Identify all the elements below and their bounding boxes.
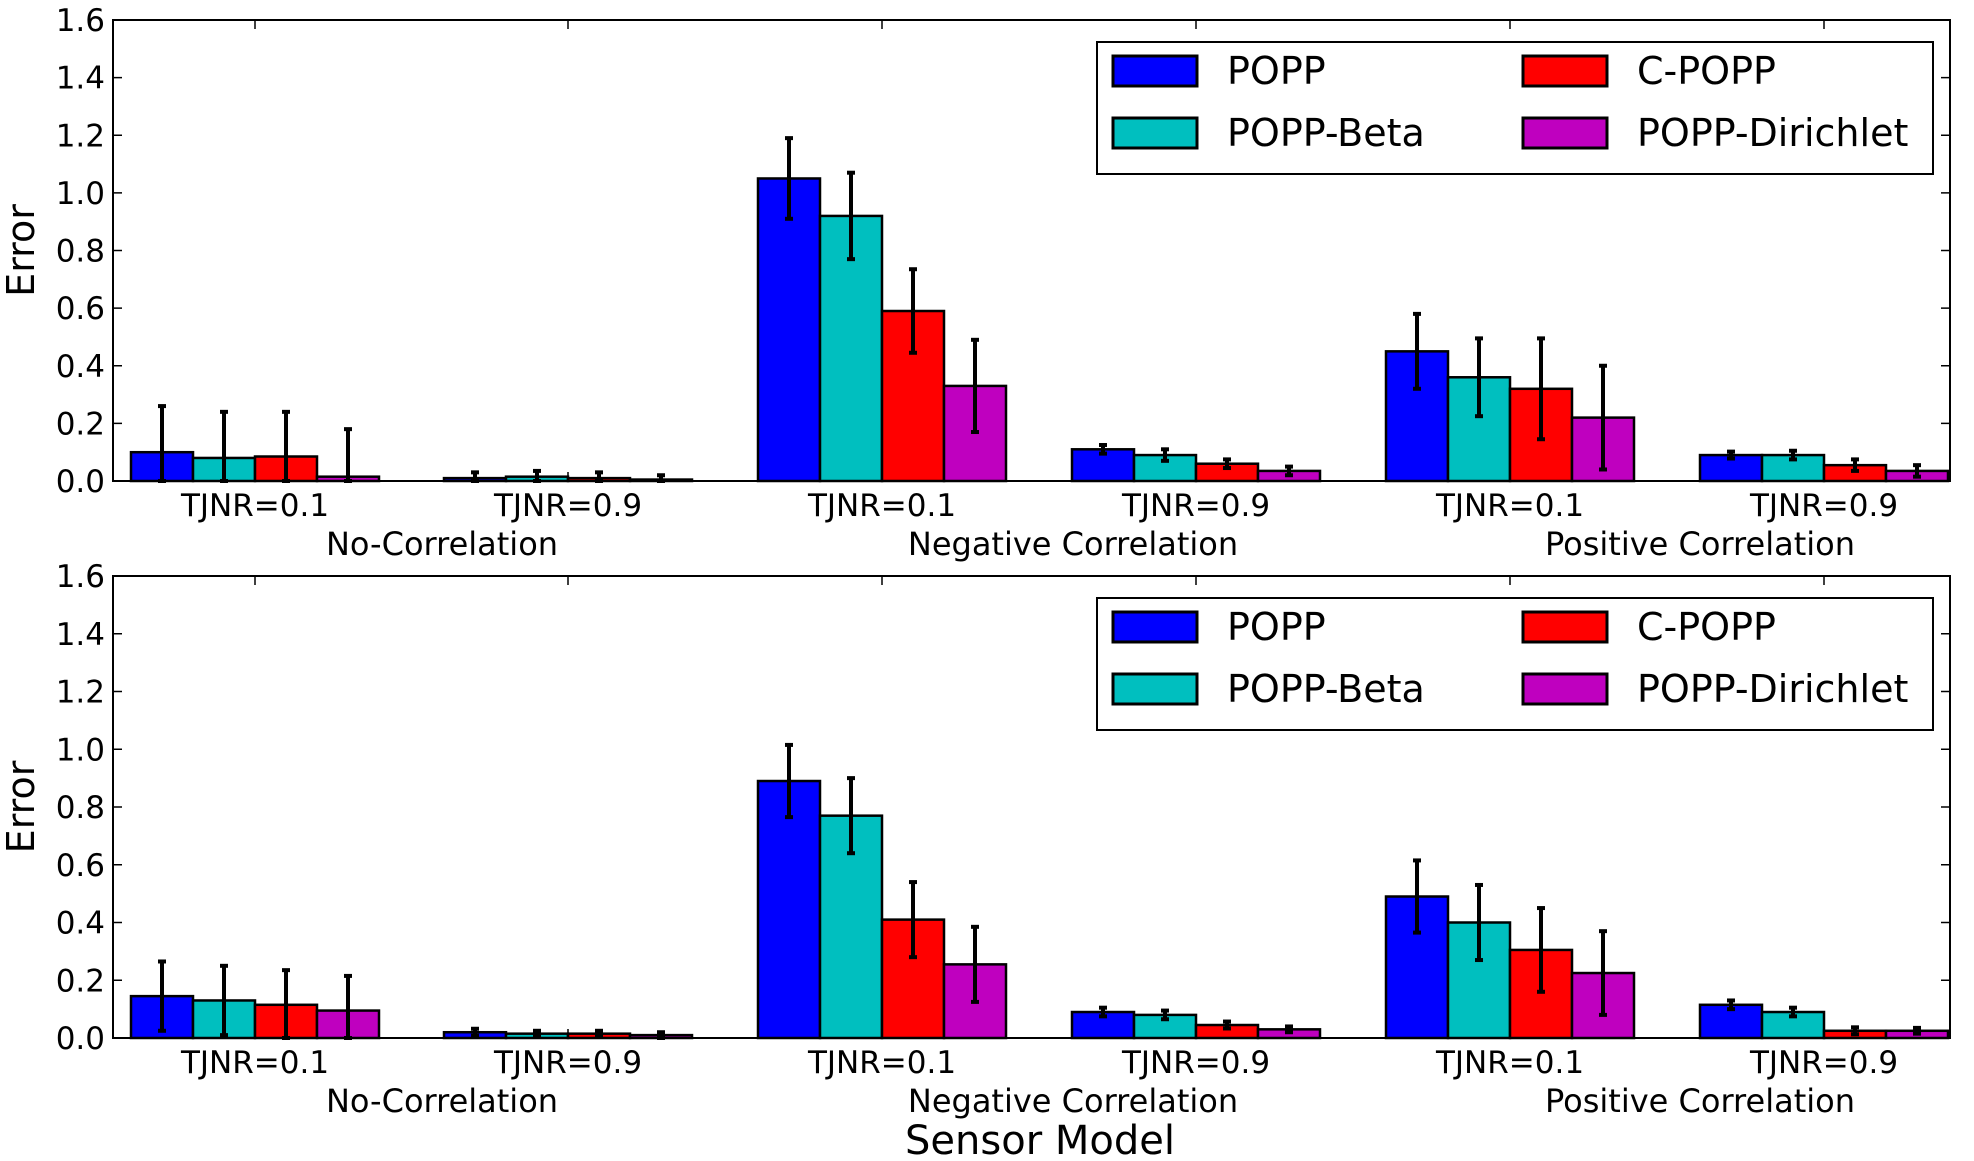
legend-entry-label: POPP-Beta (1227, 111, 1425, 155)
y-tick-label: 1.2 (56, 675, 105, 711)
x-tick-label: TJNR=0.9 (493, 1045, 642, 1081)
group-label: No-Correlation (326, 525, 558, 563)
x-tick-label: TJNR=0.1 (807, 1045, 956, 1081)
legend: POPP POPP-Beta C-POPP POPP-Dirichlet (1096, 41, 1934, 175)
y-tick-label: 1.4 (56, 61, 105, 97)
y-tick-label: 0.6 (56, 848, 105, 884)
y-axis-label: Error (0, 760, 43, 853)
legend-entry-label: POPP-Beta (1227, 667, 1425, 711)
legend-swatch (1111, 54, 1199, 88)
legend-swatch (1111, 610, 1199, 644)
group-label: Negative Correlation (908, 525, 1238, 563)
x-tick-label: TJNR=0.9 (1121, 1045, 1270, 1081)
x-axis-label: Sensor Model (905, 1118, 1175, 1161)
y-tick-label: 0.8 (56, 790, 105, 826)
x-tick-label: TJNR=0.1 (807, 488, 956, 524)
group-label: Positive Correlation (1545, 525, 1855, 563)
legend-entry-label: POPP (1227, 49, 1326, 93)
bar-popp (756, 177, 822, 483)
legend: POPP POPP-Beta C-POPP POPP-Dirichlet (1096, 597, 1934, 731)
chart-panel-2: 0.0 0.2 0.4 0.6 0.8 1.0 1.2 1.4 1.6 TJNR=0.1 TJNR=… (0, 559, 1951, 1161)
x-tick-label: TJNR=0.1 (1435, 1045, 1584, 1081)
x-tick-label: TJNR=0.9 (1749, 1045, 1898, 1081)
legend-entry-label: C-POPP (1637, 49, 1776, 93)
legend-entry-label: POPP-Dirichlet (1637, 667, 1908, 711)
group-label: No-Correlation (326, 1082, 558, 1120)
legend-swatch (1521, 54, 1609, 88)
legend-swatch (1111, 116, 1199, 150)
x-tick-label: TJNR=0.1 (1435, 488, 1584, 524)
group-label: Positive Correlation (1545, 1082, 1855, 1120)
x-tick-label: TJNR=0.9 (493, 488, 642, 524)
y-tick-label: 0.4 (56, 906, 105, 942)
legend-frame (1096, 597, 1934, 731)
x-tick-label: TJNR=0.9 (1121, 488, 1270, 524)
axes-frame (112, 19, 1951, 482)
legend-swatch (1521, 116, 1609, 150)
legend-entry-label: POPP-Dirichlet (1637, 111, 1908, 155)
y-tick-label: 1.4 (56, 617, 105, 653)
y-axis-label: Error (0, 204, 43, 297)
y-tick-label: 0.0 (56, 464, 105, 500)
x-tick-label: TJNR=0.9 (1749, 488, 1898, 524)
y-tick-label: 0.8 (56, 234, 105, 270)
y-tick-label: 1.6 (56, 559, 105, 595)
y-tick-label: 0.2 (56, 963, 105, 999)
x-tick-label: TJNR=0.1 (180, 1045, 329, 1081)
legend-swatch (1111, 672, 1199, 706)
bar-popp (756, 779, 822, 1040)
legend-entry-label: POPP (1227, 605, 1326, 649)
y-tick-label: 0.6 (56, 291, 105, 327)
y-tick-label: 1.2 (56, 118, 105, 154)
legend-frame (1096, 41, 1934, 175)
y-tick-label: 1.0 (56, 732, 105, 768)
chart-panel-1: 0.0 0.2 0.4 0.6 0.8 1.0 1.2 1.4 1.6 TJNR=0.1 TJNR=… (0, 3, 1951, 563)
legend-entry-label: C-POPP (1637, 605, 1776, 649)
legend-swatch (1521, 672, 1609, 706)
x-tick-label: TJNR=0.1 (180, 488, 329, 524)
y-tick-label: 0.0 (56, 1021, 105, 1057)
axes-frame (112, 575, 1951, 1039)
y-tick-label: 0.4 (56, 349, 105, 385)
y-tick-label: 0.2 (56, 406, 105, 442)
legend-swatch (1521, 610, 1609, 644)
y-tick-label: 1.6 (56, 3, 105, 39)
y-tick-label: 1.0 (56, 176, 105, 212)
group-label: Negative Correlation (908, 1082, 1238, 1120)
